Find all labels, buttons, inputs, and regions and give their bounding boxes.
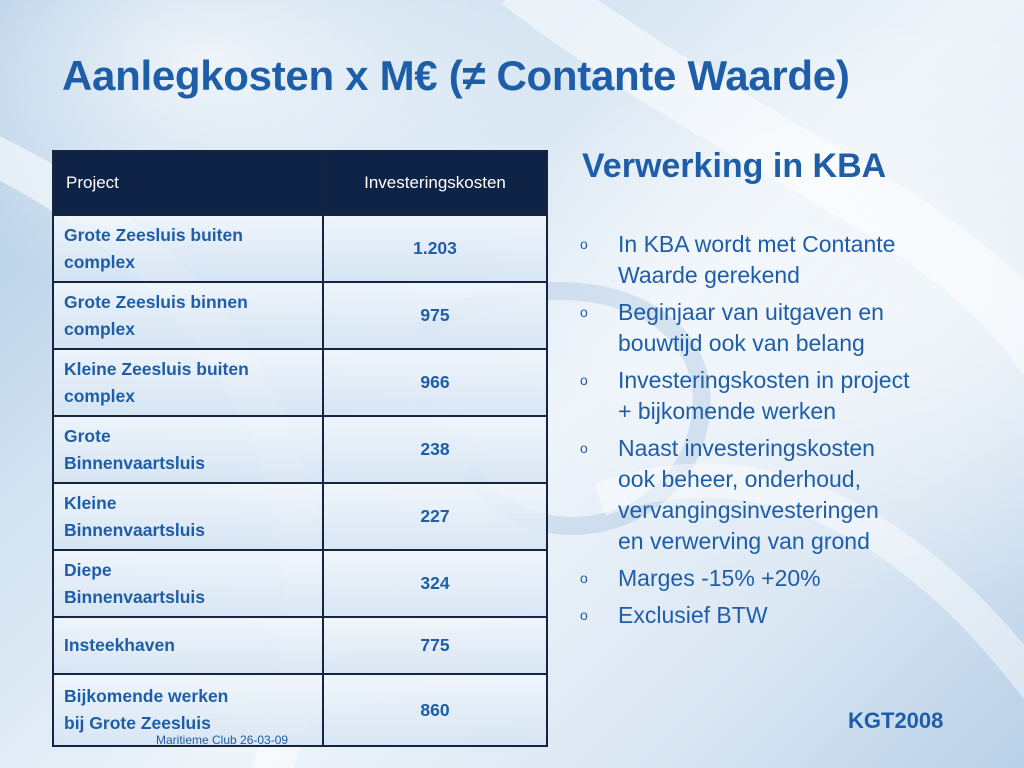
project-name-line: Binnenvaartsluis [64, 452, 206, 473]
project-cell: Diepe Binnenvaartsluis [52, 549, 324, 618]
cost-cell: 975 [322, 281, 548, 350]
cost-cell: 860 [322, 673, 548, 747]
bullet-item: o In KBA wordt met Contante Waarde gereken… [580, 229, 1000, 291]
bullet-marker-icon: o [580, 372, 588, 388]
bullet-line: bouwtijd ook van belang [618, 330, 865, 356]
project-cell: Kleine Binnenvaartsluis [52, 482, 324, 551]
cost-cell: 775 [322, 616, 548, 675]
bullet-line: Marges -15% +20% [618, 565, 821, 591]
bullet-line: Waarde gerekend [618, 262, 800, 288]
cost-cell: 227 [322, 482, 548, 551]
cost-cell: 324 [322, 549, 548, 618]
cost-cell: 1.203 [322, 214, 548, 283]
column-header-project: Project [52, 150, 324, 216]
table-row: Grote Zeesluis buiten complex 1.203 [52, 214, 548, 283]
project-name-line: complex [64, 385, 135, 406]
bullet-item: o Naast investeringskosten ook beheer, ond… [580, 433, 1000, 557]
project-cell: Grote Zeesluis buiten complex [52, 214, 324, 283]
bullet-line: vervangingsinvesteringen [618, 497, 879, 523]
bullet-marker-icon: o [580, 607, 588, 623]
project-cell: Grote Zeesluis binnen complex [52, 281, 324, 350]
project-name-line: Insteekhaven [64, 635, 175, 655]
project-name-line: Bijkomende werken [64, 686, 229, 706]
bullet-line: Exclusief BTW [618, 602, 768, 628]
bullet-item: o Beginjaar van uitgaven en bouwtijd ook v… [580, 297, 1000, 359]
table-header-row: Project Investeringskosten [52, 150, 548, 216]
table-row: Kleine Zeesluis buiten complex 966 [52, 348, 548, 417]
bullet-line: Beginjaar van uitgaven en [618, 299, 884, 325]
cost-cell: 966 [322, 348, 548, 417]
column-header-investeringskosten: Investeringskosten [322, 150, 548, 216]
project-cell: Bijkomende werken bij Grote Zeesluis [52, 673, 324, 747]
bullet-marker-icon: o [580, 304, 588, 320]
project-cell: Insteekhaven [52, 616, 324, 675]
investment-cost-table: Project Investeringskosten Grote Zeeslui… [52, 150, 548, 747]
project-name-line: Kleine Zeesluis buiten [64, 358, 249, 379]
project-name-line: Grote Zeesluis binnen [64, 291, 248, 312]
project-name-line: Binnenvaartsluis [64, 586, 206, 607]
table-row: Insteekhaven 775 [52, 616, 548, 675]
project-name-line: Diepe [64, 559, 112, 580]
project-name-line: complex [64, 318, 135, 339]
project-name-line: bij Grote Zeesluis [64, 713, 211, 733]
project-name-line: complex [64, 251, 135, 272]
bullet-line: Naast investeringskosten [618, 435, 875, 461]
bullet-item: o Marges -15% +20% [580, 563, 1000, 594]
table-row: Bijkomende werken bij Grote Zeesluis 860 [52, 673, 548, 747]
bullet-line: Investeringskosten in project [618, 367, 910, 393]
bullet-line: In KBA wordt met Contante [618, 231, 896, 257]
bullet-item: o Exclusief BTW [580, 600, 1000, 631]
bullet-line: en verwerving van grond [618, 528, 870, 554]
table-row: Grote Binnenvaartsluis 238 [52, 415, 548, 484]
kba-heading: Verwerking in KBA [582, 147, 887, 185]
project-name-line: Grote [64, 425, 111, 446]
project-cell: Kleine Zeesluis buiten complex [52, 348, 324, 417]
kba-bullet-list: o In KBA wordt met Contante Waarde gereken… [580, 229, 1000, 637]
bullet-line: ook beheer, onderhoud, [618, 466, 861, 492]
slide-title: Aanlegkosten x M€ (≠ Contante Waarde) [62, 52, 850, 99]
project-cell: Grote Binnenvaartsluis [52, 415, 324, 484]
bullet-marker-icon: o [580, 440, 588, 456]
project-name-line: Binnenvaartsluis [64, 519, 206, 540]
footer-text: Maritieme Club 26-03-09 [156, 733, 289, 747]
bullet-item: o Investeringskosten in project + bijkomen… [580, 365, 1000, 427]
bullet-line: + bijkomende werken [618, 398, 836, 424]
bullet-marker-icon: o [580, 236, 588, 252]
table-row: Diepe Binnenvaartsluis 324 [52, 549, 548, 618]
project-name-line: Grote Zeesluis buiten [64, 224, 243, 245]
project-name-line: Kleine [64, 492, 117, 513]
table-row: Grote Zeesluis binnen complex 975 [52, 281, 548, 350]
bullet-marker-icon: o [580, 570, 588, 586]
kgt-badge: KGT2008 [848, 708, 944, 733]
cost-cell: 238 [322, 415, 548, 484]
table-row: Kleine Binnenvaartsluis 227 [52, 482, 548, 551]
